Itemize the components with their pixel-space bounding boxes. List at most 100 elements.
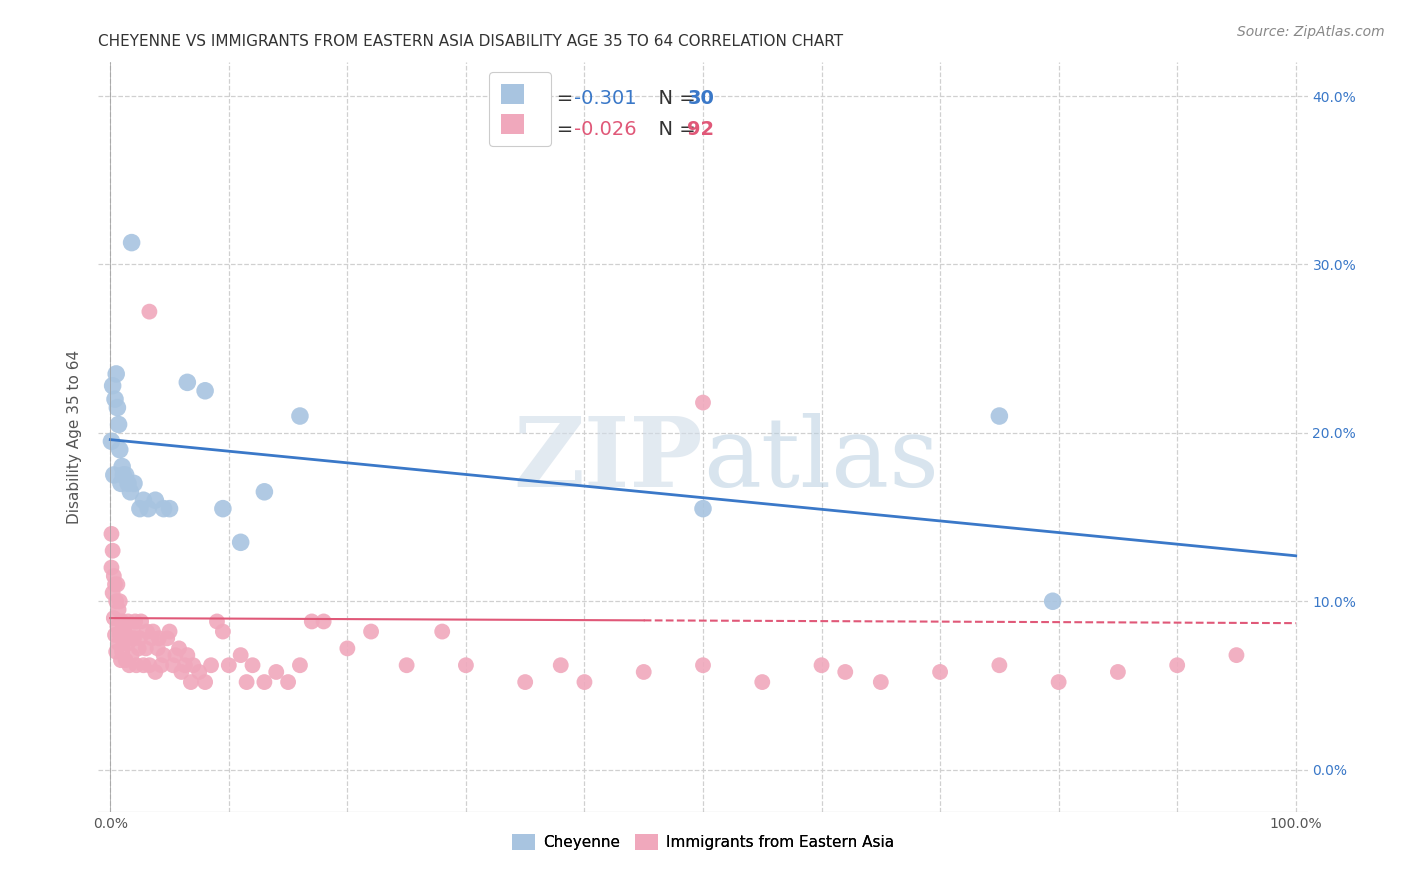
Point xyxy=(165,648,187,662)
Point xyxy=(692,658,714,673)
Point xyxy=(146,641,169,656)
Point xyxy=(152,648,174,662)
Point xyxy=(170,665,193,679)
Point xyxy=(114,467,136,482)
Point xyxy=(132,493,155,508)
Point xyxy=(100,560,122,574)
Point xyxy=(128,641,150,656)
Point xyxy=(312,615,335,629)
Point xyxy=(124,615,146,629)
Point xyxy=(103,611,125,625)
Text: N =: N = xyxy=(647,89,702,108)
Point xyxy=(301,615,323,629)
Point xyxy=(218,658,240,673)
Point xyxy=(212,624,235,639)
Point xyxy=(152,501,174,516)
Point xyxy=(107,602,129,616)
Point xyxy=(117,615,139,629)
Point xyxy=(229,535,252,549)
Point xyxy=(692,395,714,409)
Point xyxy=(1042,594,1064,608)
Point xyxy=(1225,648,1247,662)
Point xyxy=(107,636,129,650)
Text: R =: R = xyxy=(537,89,579,108)
Point xyxy=(229,648,252,662)
Point xyxy=(550,658,572,673)
Point xyxy=(180,675,202,690)
Point xyxy=(138,658,160,673)
Point xyxy=(121,624,143,639)
Point xyxy=(167,641,190,656)
Point xyxy=(143,665,166,679)
Text: N =: N = xyxy=(647,120,702,139)
Point xyxy=(108,628,131,642)
Point xyxy=(125,658,148,673)
Point xyxy=(100,434,122,449)
Point xyxy=(105,645,128,659)
Point xyxy=(111,645,134,659)
Point xyxy=(277,675,299,690)
Text: ZIP: ZIP xyxy=(513,413,703,507)
Point xyxy=(181,658,204,673)
Point xyxy=(101,378,124,392)
Text: 30: 30 xyxy=(688,89,714,108)
Point xyxy=(810,658,832,673)
Point xyxy=(111,615,134,629)
Point xyxy=(751,675,773,690)
Point xyxy=(288,409,311,423)
Point xyxy=(111,459,134,474)
Point xyxy=(395,658,418,673)
Point xyxy=(100,527,122,541)
Point xyxy=(105,577,128,591)
Point xyxy=(118,658,141,673)
Point xyxy=(112,467,135,482)
Point xyxy=(834,665,856,679)
Point xyxy=(120,632,142,646)
Point xyxy=(107,417,129,432)
Point xyxy=(159,501,181,516)
Point xyxy=(117,476,139,491)
Point xyxy=(194,675,217,690)
Text: R =: R = xyxy=(537,120,579,139)
Point xyxy=(869,675,891,690)
Point xyxy=(336,641,359,656)
Point xyxy=(122,476,145,491)
Point xyxy=(929,665,952,679)
Legend: Cheyenne, Immigrants from Eastern Asia: Cheyenne, Immigrants from Eastern Asia xyxy=(506,829,900,856)
Point xyxy=(103,569,125,583)
Point xyxy=(242,658,264,673)
Point xyxy=(105,619,128,633)
Point xyxy=(104,392,127,407)
Point xyxy=(176,376,198,390)
Point xyxy=(515,675,537,690)
Point xyxy=(135,641,157,656)
Point xyxy=(105,401,128,415)
Point xyxy=(253,484,276,499)
Point xyxy=(105,367,128,381)
Point xyxy=(188,665,211,679)
Point xyxy=(101,543,124,558)
Point xyxy=(108,442,131,457)
Point xyxy=(692,501,714,516)
Point xyxy=(132,658,155,673)
Point xyxy=(205,615,228,629)
Point xyxy=(110,653,132,667)
Point xyxy=(288,658,311,673)
Point xyxy=(121,235,143,250)
Point xyxy=(108,594,131,608)
Point xyxy=(136,624,159,639)
Point xyxy=(136,501,159,516)
Point xyxy=(174,658,197,673)
Text: CHEYENNE VS IMMIGRANTS FROM EASTERN ASIA DISABILITY AGE 35 TO 64 CORRELATION CHA: CHEYENNE VS IMMIGRANTS FROM EASTERN ASIA… xyxy=(98,34,844,49)
Point xyxy=(121,648,143,662)
Point xyxy=(148,632,170,646)
Point xyxy=(103,467,125,482)
Point xyxy=(138,304,160,318)
Point xyxy=(235,675,257,690)
Point xyxy=(200,658,222,673)
Text: atlas: atlas xyxy=(703,413,939,507)
Point xyxy=(159,624,181,639)
Text: -0.301: -0.301 xyxy=(574,89,637,108)
Point xyxy=(129,632,152,646)
Text: Source: ZipAtlas.com: Source: ZipAtlas.com xyxy=(1237,25,1385,39)
